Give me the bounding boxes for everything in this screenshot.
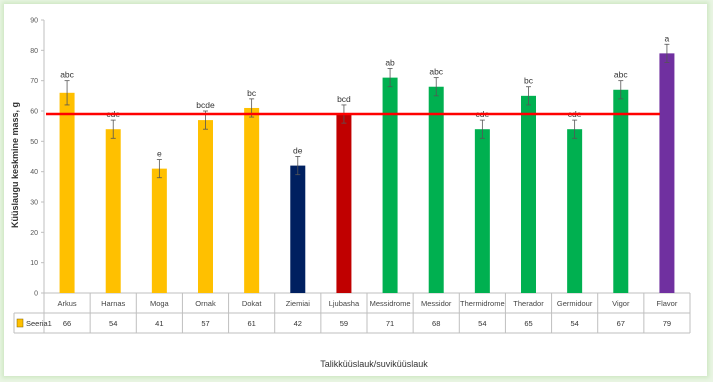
series-legend-key [16, 318, 24, 328]
data-value-label: 68 [432, 319, 440, 328]
y-axis-label: Küüslaugu keskmine mass, g [10, 102, 20, 228]
bar [474, 129, 490, 293]
category-label: Germidour [557, 299, 593, 308]
data-value-label: 61 [247, 319, 255, 328]
data-value-label: 54 [109, 319, 117, 328]
category-label: Messidor [421, 299, 452, 308]
data-value-label: 54 [478, 319, 486, 328]
series-legend-label: Seeria1 [26, 319, 52, 328]
category-label: Harnas [101, 299, 125, 308]
y-tick-label: 20 [30, 230, 38, 237]
bar [428, 86, 444, 293]
y-tick-label: 50 [30, 139, 38, 146]
bar [290, 165, 306, 293]
significance-letter: abc [614, 70, 628, 80]
y-tick-label: 60 [30, 109, 38, 116]
bar [613, 89, 629, 294]
significance-letter: a [665, 33, 670, 43]
bar [567, 129, 583, 293]
data-value-label: 66 [63, 319, 71, 328]
significance-letter: de [293, 146, 303, 156]
data-value-label: 65 [524, 319, 532, 328]
bar [59, 92, 75, 293]
data-value-label: 79 [663, 319, 671, 328]
significance-letter: ab [385, 58, 395, 68]
bar [105, 129, 121, 293]
data-value-label: 54 [570, 319, 578, 328]
x-axis-label: Talikküüslauk/suviküüslauk [320, 359, 428, 369]
significance-letter: e [157, 149, 162, 159]
chart-frame [4, 4, 707, 376]
significance-letter: abc [429, 67, 443, 77]
y-tick-label: 0 [34, 291, 38, 298]
bar [521, 95, 536, 293]
data-value-label: 59 [340, 319, 348, 328]
significance-letter: bcde [196, 100, 215, 110]
category-label: Moga [150, 299, 170, 308]
data-value-label: 42 [294, 319, 302, 328]
data-value-label: 41 [155, 319, 163, 328]
data-value-label: 67 [617, 319, 625, 328]
significance-letter: abc [60, 70, 74, 80]
category-label: Therador [513, 299, 544, 308]
category-label: Ljubasha [329, 299, 360, 308]
bar [659, 53, 675, 293]
y-tick-label: 90 [30, 18, 38, 25]
y-tick-label: 40 [30, 169, 38, 176]
y-tick-label: 30 [30, 200, 38, 207]
bar [151, 168, 167, 293]
data-value-label: 57 [201, 319, 209, 328]
y-tick-label: 10 [30, 260, 38, 267]
y-tick-label: 70 [30, 78, 38, 85]
significance-letter: bc [247, 88, 257, 98]
category-label: Arkus [57, 299, 76, 308]
category-label: Ziemiai [286, 299, 311, 308]
bar [382, 77, 398, 293]
category-label: Vigor [612, 299, 630, 308]
category-label: Flavor [657, 299, 678, 308]
significance-letter: bcd [337, 94, 351, 104]
category-label: Thermidrome [460, 299, 505, 308]
bar [244, 107, 260, 293]
category-label: Messidrome [370, 299, 411, 308]
y-tick-label: 80 [30, 48, 38, 55]
bar [336, 114, 352, 294]
bar [198, 120, 213, 293]
category-label: Ornak [195, 299, 216, 308]
data-value-label: 71 [386, 319, 394, 328]
category-label: Dokat [242, 299, 263, 308]
significance-letter: bc [524, 76, 534, 86]
